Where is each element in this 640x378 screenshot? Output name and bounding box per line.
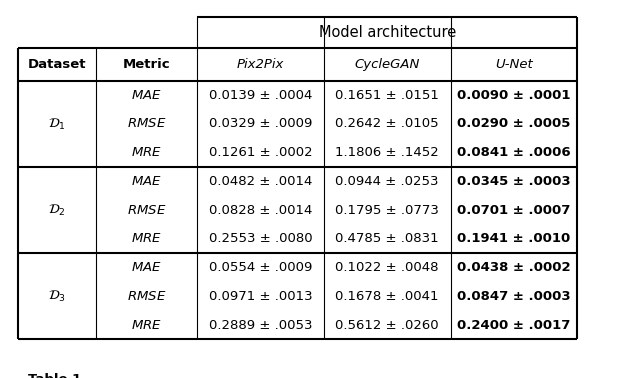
Text: $MAE$: $MAE$ xyxy=(131,261,162,274)
Text: Pix2Pix: Pix2Pix xyxy=(237,58,284,71)
Text: 0.0971 ± .0013: 0.0971 ± .0013 xyxy=(209,290,312,303)
Text: 0.5612 ± .0260: 0.5612 ± .0260 xyxy=(335,319,439,332)
Text: $RMSE$: $RMSE$ xyxy=(127,118,166,130)
Text: U-Net: U-Net xyxy=(495,58,532,71)
Text: 0.0944 ± .0253: 0.0944 ± .0253 xyxy=(335,175,439,188)
Text: $\mathcal{D}_2$: $\mathcal{D}_2$ xyxy=(48,203,66,218)
Text: 0.0554 ± .0009: 0.0554 ± .0009 xyxy=(209,261,312,274)
Text: 0.1022 ± .0048: 0.1022 ± .0048 xyxy=(335,261,439,274)
Text: Dataset: Dataset xyxy=(28,58,86,71)
Text: Metric: Metric xyxy=(123,58,170,71)
Text: 0.1795 ± .0773: 0.1795 ± .0773 xyxy=(335,204,439,217)
Text: 0.0828 ± .0014: 0.0828 ± .0014 xyxy=(209,204,312,217)
Text: 1.1806 ± .1452: 1.1806 ± .1452 xyxy=(335,146,439,159)
Text: $MRE$: $MRE$ xyxy=(131,146,162,159)
Text: $MAE$: $MAE$ xyxy=(131,89,162,102)
Text: 0.2642 ± .0105: 0.2642 ± .0105 xyxy=(335,118,439,130)
Text: 0.2553 ± .0080: 0.2553 ± .0080 xyxy=(209,232,312,245)
Text: 0.0290 ± .0005: 0.0290 ± .0005 xyxy=(457,118,571,130)
Text: $RMSE$: $RMSE$ xyxy=(127,290,166,303)
Text: Model architecture: Model architecture xyxy=(319,25,456,40)
Text: Table 1: Table 1 xyxy=(28,373,81,378)
Text: $MRE$: $MRE$ xyxy=(131,232,162,245)
Text: $MAE$: $MAE$ xyxy=(131,175,162,188)
Text: $\mathcal{D}_1$: $\mathcal{D}_1$ xyxy=(48,116,66,132)
Text: CycleGAN: CycleGAN xyxy=(355,58,420,71)
Text: 0.1261 ± .0002: 0.1261 ± .0002 xyxy=(209,146,312,159)
Text: 0.1651 ± .0151: 0.1651 ± .0151 xyxy=(335,89,439,102)
Text: 0.1941 ± .0010: 0.1941 ± .0010 xyxy=(458,232,570,245)
Text: 0.1678 ± .0041: 0.1678 ± .0041 xyxy=(335,290,439,303)
Text: 0.0482 ± .0014: 0.0482 ± .0014 xyxy=(209,175,312,188)
Text: $\mathcal{D}_3$: $\mathcal{D}_3$ xyxy=(48,289,66,304)
Text: $RMSE$: $RMSE$ xyxy=(127,204,166,217)
Text: 0.0847 ± .0003: 0.0847 ± .0003 xyxy=(457,290,571,303)
Text: 0.0345 ± .0003: 0.0345 ± .0003 xyxy=(457,175,571,188)
Text: 0.4785 ± .0831: 0.4785 ± .0831 xyxy=(335,232,439,245)
Text: 0.0139 ± .0004: 0.0139 ± .0004 xyxy=(209,89,312,102)
Text: 0.0090 ± .0001: 0.0090 ± .0001 xyxy=(457,89,571,102)
Text: 0.2400 ± .0017: 0.2400 ± .0017 xyxy=(457,319,571,332)
Text: 0.0329 ± .0009: 0.0329 ± .0009 xyxy=(209,118,312,130)
Text: 0.0701 ± .0007: 0.0701 ± .0007 xyxy=(457,204,571,217)
Text: 0.0841 ± .0006: 0.0841 ± .0006 xyxy=(457,146,571,159)
Text: $MRE$: $MRE$ xyxy=(131,319,162,332)
Text: 0.0438 ± .0002: 0.0438 ± .0002 xyxy=(457,261,571,274)
Text: 0.2889 ± .0053: 0.2889 ± .0053 xyxy=(209,319,312,332)
